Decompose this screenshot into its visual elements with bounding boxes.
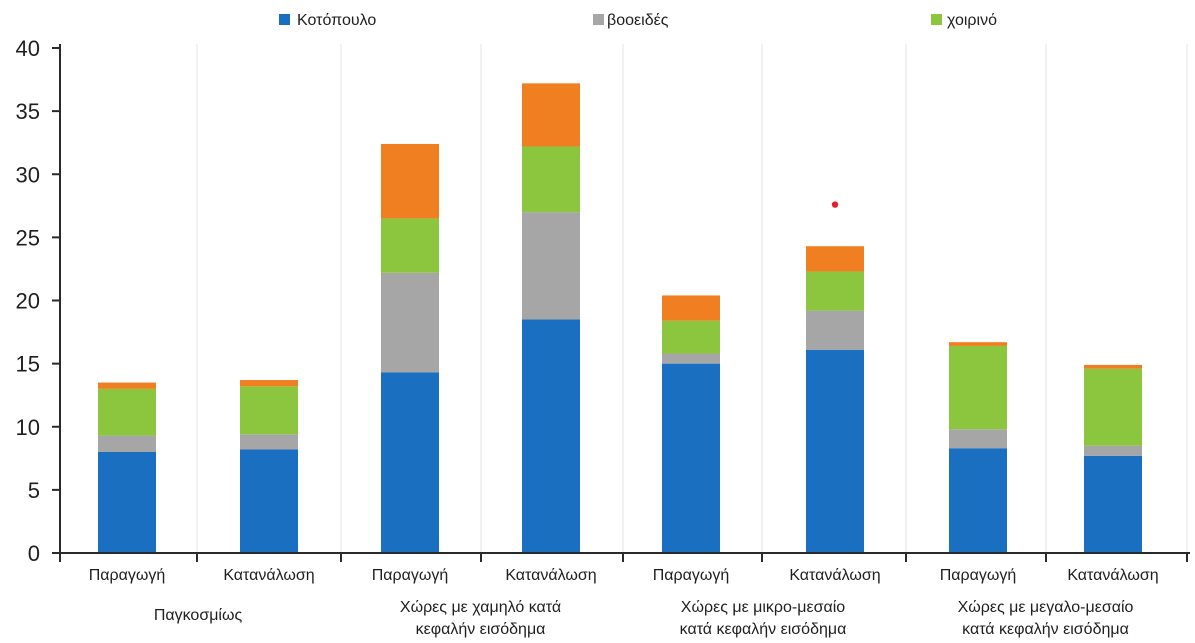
x-group-label: Παγκοσμίως [154,607,243,624]
annotation-dot [831,201,839,208]
axes [52,44,1190,562]
y-tick-label: 30 [16,162,40,187]
x-group-label: κεφαλήν εισόδημα [416,621,546,638]
x-category-label: Κατανάλωση [1067,567,1158,584]
x-group-label: κατά κεφαλήν εισόδημα [962,621,1129,638]
bar-segment [949,342,1007,346]
x-group-label: κατά κεφαλήν εισόδημα [680,621,847,638]
bar-segment [806,349,864,553]
bar-segment [381,218,439,273]
bar-segment [522,146,580,213]
grid-lines [196,44,1188,553]
x-category-label: Παραγωγή [372,567,449,584]
x-axis-group-labels: Παγκοσμίως Χώρες με χαμηλό κατά κεφαλήν ει… [154,599,1134,638]
x-axis-category-labels: Παραγωγή Κατανάλωση Παραγωγή Κατανάλωση Παρα… [89,567,1159,584]
y-tick-label: 10 [16,415,40,440]
bar-segment [240,449,298,553]
x-group-label: Χώρες με μικρο-μεσαίο [681,599,845,616]
x-category-label: Παραγωγή [653,567,730,584]
bar-segment [662,295,720,321]
x-category-label: Κατανάλωση [223,567,314,584]
bar-segment [1084,368,1142,446]
bar-stacks [98,83,1142,553]
bar-segment [662,353,720,364]
y-axis-tick-labels: 0 5 10 15 20 25 30 35 40 [16,36,40,566]
legend-label: Κοτόπουλο [297,12,376,29]
bar-segment [522,319,580,553]
y-tick-label: 15 [16,352,40,377]
bar-segment [662,320,720,354]
x-group-label: Χώρες με μεγαλο-μεσαίο [958,599,1134,616]
x-category-label: Κατανάλωση [789,567,880,584]
legend-swatch [931,14,942,25]
bar-segment [1084,455,1142,553]
bar-segment [806,246,864,272]
bar-segment [662,363,720,553]
legend-label: βοοειδές [607,12,669,29]
bar-segment [522,212,580,320]
x-category-label: Παραγωγή [940,567,1017,584]
y-tick-label: 5 [28,478,40,503]
legend: Κοτόπουλο βοοειδές χοιρινό [279,12,997,29]
bar-segment [1084,445,1142,456]
bar-segment [949,345,1007,430]
bar-segment [240,386,298,435]
bar-segment [98,388,156,436]
legend-swatch [593,14,604,25]
bar-segment [240,434,298,450]
y-tick-label: 0 [28,541,40,566]
bar-segment [949,429,1007,449]
bar-segment [522,83,580,147]
y-tick-label: 35 [16,99,40,124]
y-tick-label: 25 [16,225,40,250]
bar-segment [98,452,156,553]
bar-segment [98,435,156,452]
x-group-label: Χώρες με χαμηλό κατά [400,599,561,616]
bar-segment [240,380,298,387]
bar-segment [949,448,1007,553]
legend-label: χοιρινό [947,12,997,29]
bar-segment [381,143,439,219]
x-category-label: Κατανάλωση [505,567,596,584]
legend-swatch [279,14,290,25]
x-category-label: Παραγωγή [89,567,166,584]
bar-segment [98,382,156,389]
y-tick-label: 40 [16,36,40,61]
bar-segment [806,271,864,311]
bar-segment [806,310,864,350]
bar-segment [1084,364,1142,369]
bar-segment [381,272,439,373]
bar-segment [381,372,439,553]
y-tick-label: 20 [16,289,40,314]
annotations [831,201,839,208]
